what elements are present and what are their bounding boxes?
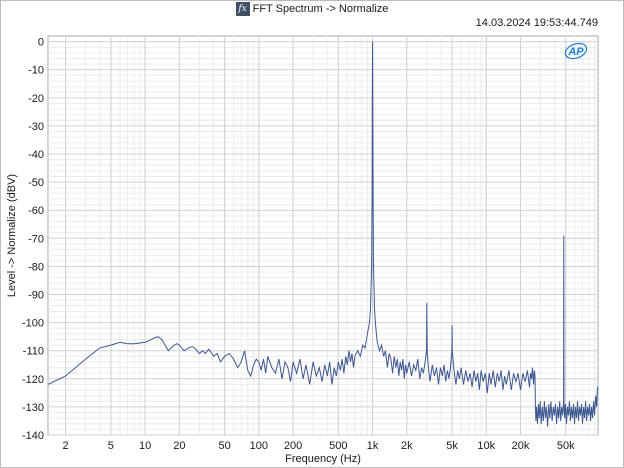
x-tick-label: 20 — [173, 440, 185, 452]
x-tick-label: 5 — [108, 440, 114, 452]
spectrum-trace — [47, 41, 598, 427]
x-axis-ticks: 2 5 10 20 50 100 200 500 1k 2k 5k 10k 20k 50k — [63, 440, 576, 452]
y-axis-title: Level -> Normalize (dBV) — [6, 174, 18, 297]
y-tick-label: -130 — [22, 402, 44, 414]
x-tick-label: 2k — [401, 440, 413, 452]
fx-icon[interactable]: fx — [235, 2, 250, 16]
y-tick-label: -100 — [22, 318, 44, 330]
x-tick-label: 2 — [63, 440, 69, 452]
chart-title-bar: fx FFT Spectrum -> Normalize — [0, 1, 624, 17]
major-gridlines — [48, 36, 598, 436]
y-axis-ticks: 0 -10 -20 -30 -40 -50 -60 -70 -80 -90 -100 -110 -120… — [22, 37, 44, 442]
ap-logo-text: AP — [567, 46, 584, 58]
y-tick-label: -140 — [22, 430, 44, 442]
x-tick-label: 20k — [512, 440, 530, 452]
timestamp: 14.03.2024 19:53:44.749 — [475, 17, 598, 29]
y-tick-label: -10 — [28, 65, 44, 77]
x-tick-label: 10k — [477, 440, 495, 452]
x-axis-title: Frequency (Hz) — [285, 453, 361, 465]
y-tick-label: -90 — [28, 290, 44, 302]
y-tick-label: -70 — [28, 233, 44, 245]
x-tick-label: 5k — [446, 440, 458, 452]
x-tick-label: 10 — [139, 440, 151, 452]
x-tick-label: 50 — [218, 440, 230, 452]
y-tick-label: -60 — [28, 205, 44, 217]
x-tick-label: 200 — [284, 440, 302, 452]
x-tick-label: 1k — [367, 440, 379, 452]
chart-title: FFT Spectrum -> Normalize — [252, 3, 389, 15]
ap-logo: AP — [564, 42, 588, 60]
y-tick-label: -20 — [28, 93, 44, 105]
y-tick-label: -50 — [28, 177, 44, 189]
y-tick-label: 0 — [38, 37, 44, 49]
y-tick-label: -120 — [22, 374, 44, 386]
y-tick-label: -40 — [28, 149, 44, 161]
x-tick-label: 50k — [557, 440, 575, 452]
y-tick-label: -110 — [23, 346, 44, 358]
x-tick-label: 100 — [250, 440, 268, 452]
x-tick-label: 500 — [329, 440, 347, 452]
y-tick-label: -30 — [28, 121, 44, 133]
y-tick-label: -80 — [28, 261, 44, 273]
